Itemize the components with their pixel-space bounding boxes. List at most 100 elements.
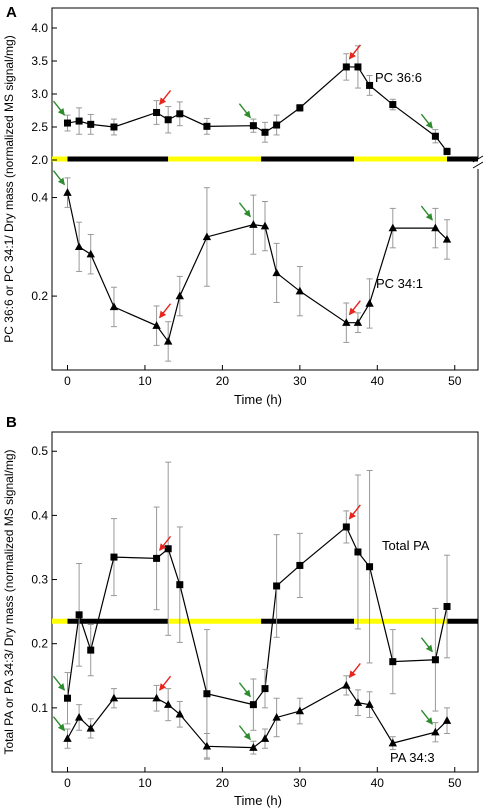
arrow-green	[238, 202, 251, 218]
panel-b-x-tick-label: 50	[448, 776, 462, 790]
arrow-green	[238, 103, 251, 119]
arrow-green	[52, 675, 66, 691]
series-pc-34-1-point	[365, 298, 374, 307]
series-pa-34-3-point	[152, 693, 161, 702]
panel-b-x-tick-label: 10	[138, 776, 152, 790]
series-total-pa-point	[431, 656, 439, 664]
arrow-red	[348, 662, 361, 678]
series-pc-36-6-line	[67, 66, 448, 152]
panel-b-y-tick-label: 0.4	[31, 508, 48, 522]
panel-a-plot-frame	[51, 7, 479, 371]
panel-a-x-axis-label: Time (h)	[234, 392, 282, 407]
series-pc-36-6-point	[153, 108, 161, 116]
series-pc-34-1-point	[152, 321, 161, 329]
arrow-green	[420, 709, 433, 725]
arrow-red	[348, 300, 361, 316]
series-pc-34-1-point	[249, 220, 258, 228]
arrow-red	[348, 44, 361, 60]
series-pc-36-6-point	[203, 122, 211, 130]
panel-a-upper-y-tick-label: 2.5	[31, 120, 48, 134]
series-pa-34-3-point	[431, 727, 440, 736]
arrow-green	[52, 716, 66, 732]
panel-a: A 0 10 20 30 40 50 2.0 2.5 3.0 3.5 4.0 0.2 0.4 Time …	[2, 4, 486, 407]
series-pc-34-1-point	[163, 336, 173, 345]
series-pc-34-1-point	[342, 318, 351, 326]
series-pc-36-6-point	[176, 110, 184, 118]
series-total-pa-point	[443, 602, 451, 610]
series-pa-34-3-point	[260, 734, 270, 742]
series-pa-34-3-point	[365, 700, 374, 708]
series-total-pa-point	[75, 611, 83, 619]
series-pc-36-6-point	[110, 123, 118, 131]
panel-b-y-tick-label: 0.1	[31, 701, 48, 715]
arrow-green	[238, 682, 251, 698]
series-pc-34-1-point	[74, 242, 84, 251]
panel-b: B 0 10 20 30 40 50 0.1 0.2 0.3 0.4 0.5 Time (h) To…	[2, 414, 479, 808]
panel-a-lower-y-tick-label: 0.4	[31, 191, 48, 205]
series-pa-34-3-line	[66, 684, 448, 749]
series-pc-34-1-point	[86, 249, 95, 258]
series-total-pa-point	[296, 561, 304, 569]
series-pc-36-6-point	[261, 128, 269, 136]
panel-b-x-tick-label: 40	[371, 776, 385, 790]
series-pa-34-3-point	[442, 716, 452, 724]
series-pc-36-6-point	[443, 147, 451, 155]
series-total-pa-point	[273, 582, 281, 590]
arrow-green	[420, 637, 433, 653]
series-pa-34-3-point	[272, 712, 281, 721]
panel-a-upper-y-tick-label: 4.0	[31, 21, 48, 35]
series-pc-36-6-point	[354, 63, 362, 71]
series-label-pa-34-3: PA 34:3	[390, 750, 435, 765]
series-pc-36-6-point	[273, 121, 281, 129]
panel-a-x-tick-label: 10	[138, 374, 152, 388]
panel-b-y-tick-label: 0.3	[31, 573, 48, 587]
series-pc-34-1-point	[109, 302, 119, 311]
series-pa-34-3-point	[163, 700, 173, 708]
series-pa-34-3-point	[388, 738, 397, 747]
series-pc-34-1-point	[63, 188, 72, 196]
series-pc-36-6-point	[366, 81, 374, 89]
series-pa-34-3-point	[175, 709, 184, 718]
series-pa-34-3-point	[86, 723, 95, 732]
series-pc-36-6-point	[389, 101, 397, 109]
arrow-red	[159, 535, 172, 551]
arrow-red	[159, 303, 172, 319]
arrow-green	[420, 205, 433, 221]
series-pa-34-3-point	[353, 698, 363, 706]
arrow-green	[420, 113, 433, 129]
series-total-pa-point	[176, 581, 184, 589]
series-total-pa-point	[389, 658, 397, 666]
series-total-pa-point	[164, 545, 172, 553]
series-pc-36-6-point	[296, 104, 304, 112]
series-label-pc-36-6: PC 36:6	[375, 70, 422, 85]
panel-a-x-tick-label: 30	[293, 374, 307, 388]
arrow-green	[52, 170, 66, 186]
series-total-pa-point	[87, 646, 95, 654]
panel-b-x-tick-label: 20	[216, 776, 230, 790]
series-pc-36-6-point	[75, 117, 83, 125]
panel-a-x-tick-label: 0	[64, 374, 71, 388]
series-label-pc-34-1: PC 34:1	[376, 276, 423, 291]
series-pc-34-1-point	[202, 232, 212, 241]
panel-b-x-axis-label: Time (h)	[234, 793, 282, 808]
series-pc-36-6-point	[431, 132, 439, 140]
series-total-pa-point	[203, 690, 211, 698]
series-pa-34-3-point	[249, 743, 258, 751]
series-total-pa-point	[110, 553, 118, 561]
arrow-red	[159, 675, 172, 691]
panel-b-y-axis-label: Total PA or PA 34:3/ Dry mass (normalize…	[2, 449, 16, 754]
arrow-green	[52, 100, 66, 116]
series-pc-36-6-point	[342, 63, 350, 71]
arrow-red	[159, 90, 172, 106]
series-pc-34-1-point	[442, 234, 452, 243]
series-pc-34-1-point	[295, 286, 305, 295]
panel-a-x-tick-label: 20	[216, 374, 230, 388]
panel-b-x-tick-label: 30	[293, 776, 307, 790]
series-label-total-pa: Total PA	[382, 538, 430, 553]
panel-a-upper-y-tick-label: 2.0	[31, 153, 48, 167]
panel-b-letter: B	[6, 414, 17, 431]
panel-a-letter: A	[6, 4, 17, 21]
panel-b-plot: 0 10 20 30 40 50 0.1 0.2 0.3 0.4 0.5	[31, 444, 478, 790]
series-pc-34-1-point	[431, 223, 440, 232]
